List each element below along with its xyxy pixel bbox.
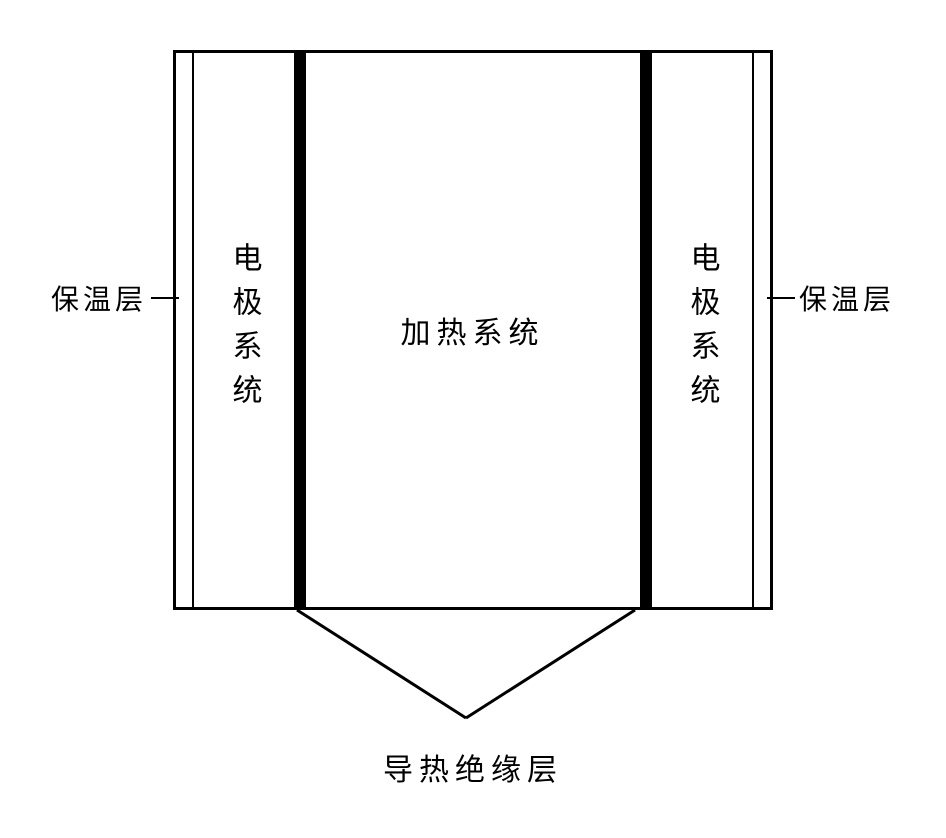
electrode-layer-right: 电极系统 — [652, 53, 752, 607]
electrode-layer-left: 电极系统 — [194, 53, 294, 607]
conductive-insulating-divider-left — [294, 53, 306, 607]
electrode-right-text: 电极系统 — [680, 242, 724, 418]
right-leader-line — [767, 297, 795, 299]
right-label-text: 保温层 — [799, 278, 895, 318]
right-insulation-label: 保温层 — [767, 278, 895, 318]
insulation-layer-right — [752, 53, 770, 607]
conductive-insulating-divider-right — [640, 53, 652, 607]
bottom-leader-line-left — [297, 610, 466, 718]
main-structure-box: 保温层 保温层 电极系统 加热系统 电极系统 — [173, 50, 773, 610]
heating-center-text: 加热系统 — [401, 308, 545, 352]
insulation-layer-left — [176, 53, 194, 607]
heating-system-layer: 加热系统 — [306, 53, 640, 607]
left-insulation-label: 保温层 — [51, 278, 179, 318]
left-leader-line — [151, 297, 179, 299]
left-label-text: 保温层 — [51, 278, 147, 318]
diagram-container: 保温层 保温层 电极系统 加热系统 电极系统 导热绝缘层 — [73, 50, 873, 789]
bottom-label-group: 导热绝缘层 — [173, 610, 773, 789]
bottom-leader-lines — [173, 610, 773, 720]
bottom-label-text: 导热绝缘层 — [173, 745, 773, 789]
electrode-left-text: 电极系统 — [222, 242, 266, 418]
bottom-leader-line-right — [466, 610, 635, 718]
